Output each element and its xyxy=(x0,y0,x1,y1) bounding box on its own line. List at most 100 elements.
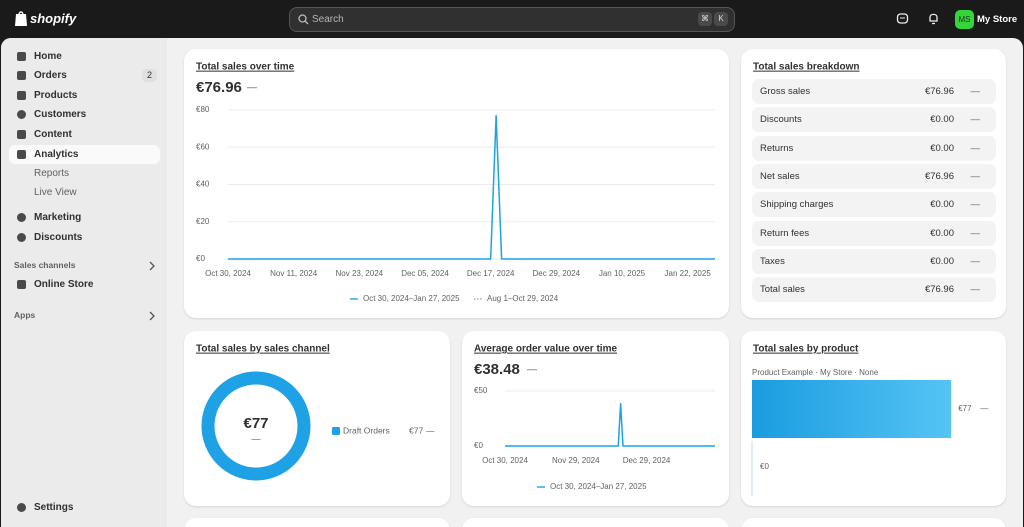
y-tick-label: €80 xyxy=(196,105,210,114)
section-heading[interactable]: Apps xyxy=(14,310,36,320)
nav-label: Reports xyxy=(34,168,70,179)
nav-icon xyxy=(17,503,26,512)
line-chart: Total sales over time €76.96 — €0 €20 €40 €… xyxy=(196,62,715,303)
row-label: Shipping charges xyxy=(760,199,834,211)
bar-chart: Total sales by product Product Example ·… xyxy=(751,344,988,496)
nav-item[interactable]: Marketing xyxy=(9,208,160,227)
x-tick-label: Jan 10, 2025 xyxy=(599,269,646,278)
nav-item[interactable]: Analytics xyxy=(9,145,160,164)
notifications-icon[interactable] xyxy=(927,12,940,25)
card-title: Total sales by sales channel xyxy=(196,344,330,355)
row-change: — xyxy=(970,199,981,211)
sidebar: Home Orders 2 Products Customers Content … xyxy=(1,38,167,527)
x-tick-label: Oct 30, 2024 xyxy=(482,456,528,465)
search-placeholder: Search xyxy=(312,14,344,25)
row-label: Return fees xyxy=(760,227,810,239)
nav-label: Settings xyxy=(34,502,74,513)
nav-label: Online Store xyxy=(34,279,94,290)
row-value: €0.00 xyxy=(930,114,954,126)
row-label: Returns xyxy=(760,142,794,154)
chevron[interactable] xyxy=(148,311,156,321)
line-chart: Average order value over time €38.48 — €… xyxy=(474,344,715,491)
breakdown-row: Return fees €0.00 — xyxy=(752,220,996,246)
nav-icon xyxy=(17,213,26,222)
nav-item[interactable]: Online Store xyxy=(9,275,160,294)
top-bar: shopify Search ⌘ K MS My Store xyxy=(0,0,1024,38)
x-tick-label: Oct 30, 2024 xyxy=(205,269,251,278)
section-heading[interactable]: Sales channels xyxy=(14,260,76,270)
row-change: — xyxy=(970,86,981,97)
nav-icon xyxy=(17,150,26,159)
donut-chart: Total sales by sales channel €77 — Draft… xyxy=(196,344,435,481)
breakdown-row: Returns €0.00 — xyxy=(752,135,996,161)
sales-channel-card: Total sales by sales channel €77 — Draft… xyxy=(184,331,450,506)
row-value: €76.96 xyxy=(924,170,954,182)
x-tick-label: Dec 05, 2024 xyxy=(401,269,449,278)
nav-label: Marketing xyxy=(34,212,82,223)
x-tick-label: Nov 23, 2024 xyxy=(336,269,384,278)
nav-icon xyxy=(17,280,26,289)
nav-icon xyxy=(17,52,26,61)
nav-label: Home xyxy=(34,51,62,62)
nav-label: Content xyxy=(34,129,72,140)
store-name[interactable]: My Store xyxy=(977,14,1018,25)
nav-item[interactable]: Discounts xyxy=(9,228,160,247)
search-box[interactable]: Search ⌘ K xyxy=(289,7,735,32)
row-label: Taxes xyxy=(760,255,785,267)
nav-label: Live View xyxy=(34,187,77,198)
card xyxy=(462,518,729,527)
row-change: — xyxy=(970,114,981,126)
breakdown-row: Shipping charges €0.00 — xyxy=(752,192,996,218)
y-tick-label: €50 xyxy=(474,386,488,395)
x-tick-label: Dec 29, 2024 xyxy=(623,456,671,465)
sales-by-product-card: Total sales by product Product Example ·… xyxy=(741,331,1006,506)
card-header: Total sales breakdown xyxy=(753,62,860,73)
x-tick-label: Jan 22, 2025 xyxy=(665,269,712,278)
breakdown-row: Taxes €0.00 — xyxy=(752,248,996,274)
nav-item[interactable]: Orders 2 xyxy=(9,66,160,85)
nav-icon xyxy=(17,110,26,119)
main-panel: Home Orders 2 Products Customers Content … xyxy=(1,38,1023,527)
help-icon[interactable] xyxy=(896,12,909,25)
x-tick-label: €0 xyxy=(760,462,769,471)
metric-value: €38.48 xyxy=(474,361,520,378)
legend-change: — xyxy=(426,425,435,435)
nav-icon xyxy=(17,233,26,242)
logo-text: shopify xyxy=(30,11,77,26)
nav-icon xyxy=(17,91,26,100)
card xyxy=(741,518,1006,527)
nav-subitem[interactable]: Live View xyxy=(9,183,160,202)
breakdown-row: Gross sales €76.96 — xyxy=(752,79,996,104)
bar-category: Product Example · My Store · None xyxy=(752,368,879,377)
nav-item[interactable]: Home xyxy=(9,47,160,66)
y-tick-label: €20 xyxy=(196,217,210,226)
nav-item[interactable]: Products xyxy=(9,86,160,105)
search-icon xyxy=(298,14,309,25)
nav-badge: 2 xyxy=(141,69,157,82)
card-title: Average order value over time xyxy=(474,344,617,355)
row-label: Net sales xyxy=(760,170,800,182)
nav-item[interactable]: Settings xyxy=(9,498,160,517)
legend-label: Oct 30, 2024–Jan 27, 2025 xyxy=(363,294,460,303)
card-title: Total sales by product xyxy=(753,344,859,355)
shortcut-key: K xyxy=(714,12,728,26)
row-change: — xyxy=(970,142,981,154)
store-avatar[interactable]: MS xyxy=(955,10,974,29)
nav-item[interactable]: Content xyxy=(9,125,160,144)
bar-change: — xyxy=(980,404,988,413)
y-tick-label: €60 xyxy=(196,142,210,151)
chevron[interactable] xyxy=(148,261,156,271)
row-label: Discounts xyxy=(760,114,802,126)
y-tick-label: €0 xyxy=(474,441,483,450)
series-line xyxy=(505,402,715,447)
nav-subitem[interactable]: Reports xyxy=(9,164,160,183)
legend-label: Aug 1–Oct 29, 2024 xyxy=(487,294,559,303)
aov-card: Average order value over time €38.48 — €… xyxy=(462,331,729,506)
nav-label: Orders xyxy=(34,70,67,81)
breakdown-row: Total sales €76.96 — xyxy=(752,277,996,303)
bar xyxy=(752,380,952,438)
x-tick-label: Nov 29, 2024 xyxy=(552,456,600,465)
row-change: — xyxy=(970,284,981,296)
nav-item[interactable]: Customers xyxy=(9,105,160,124)
